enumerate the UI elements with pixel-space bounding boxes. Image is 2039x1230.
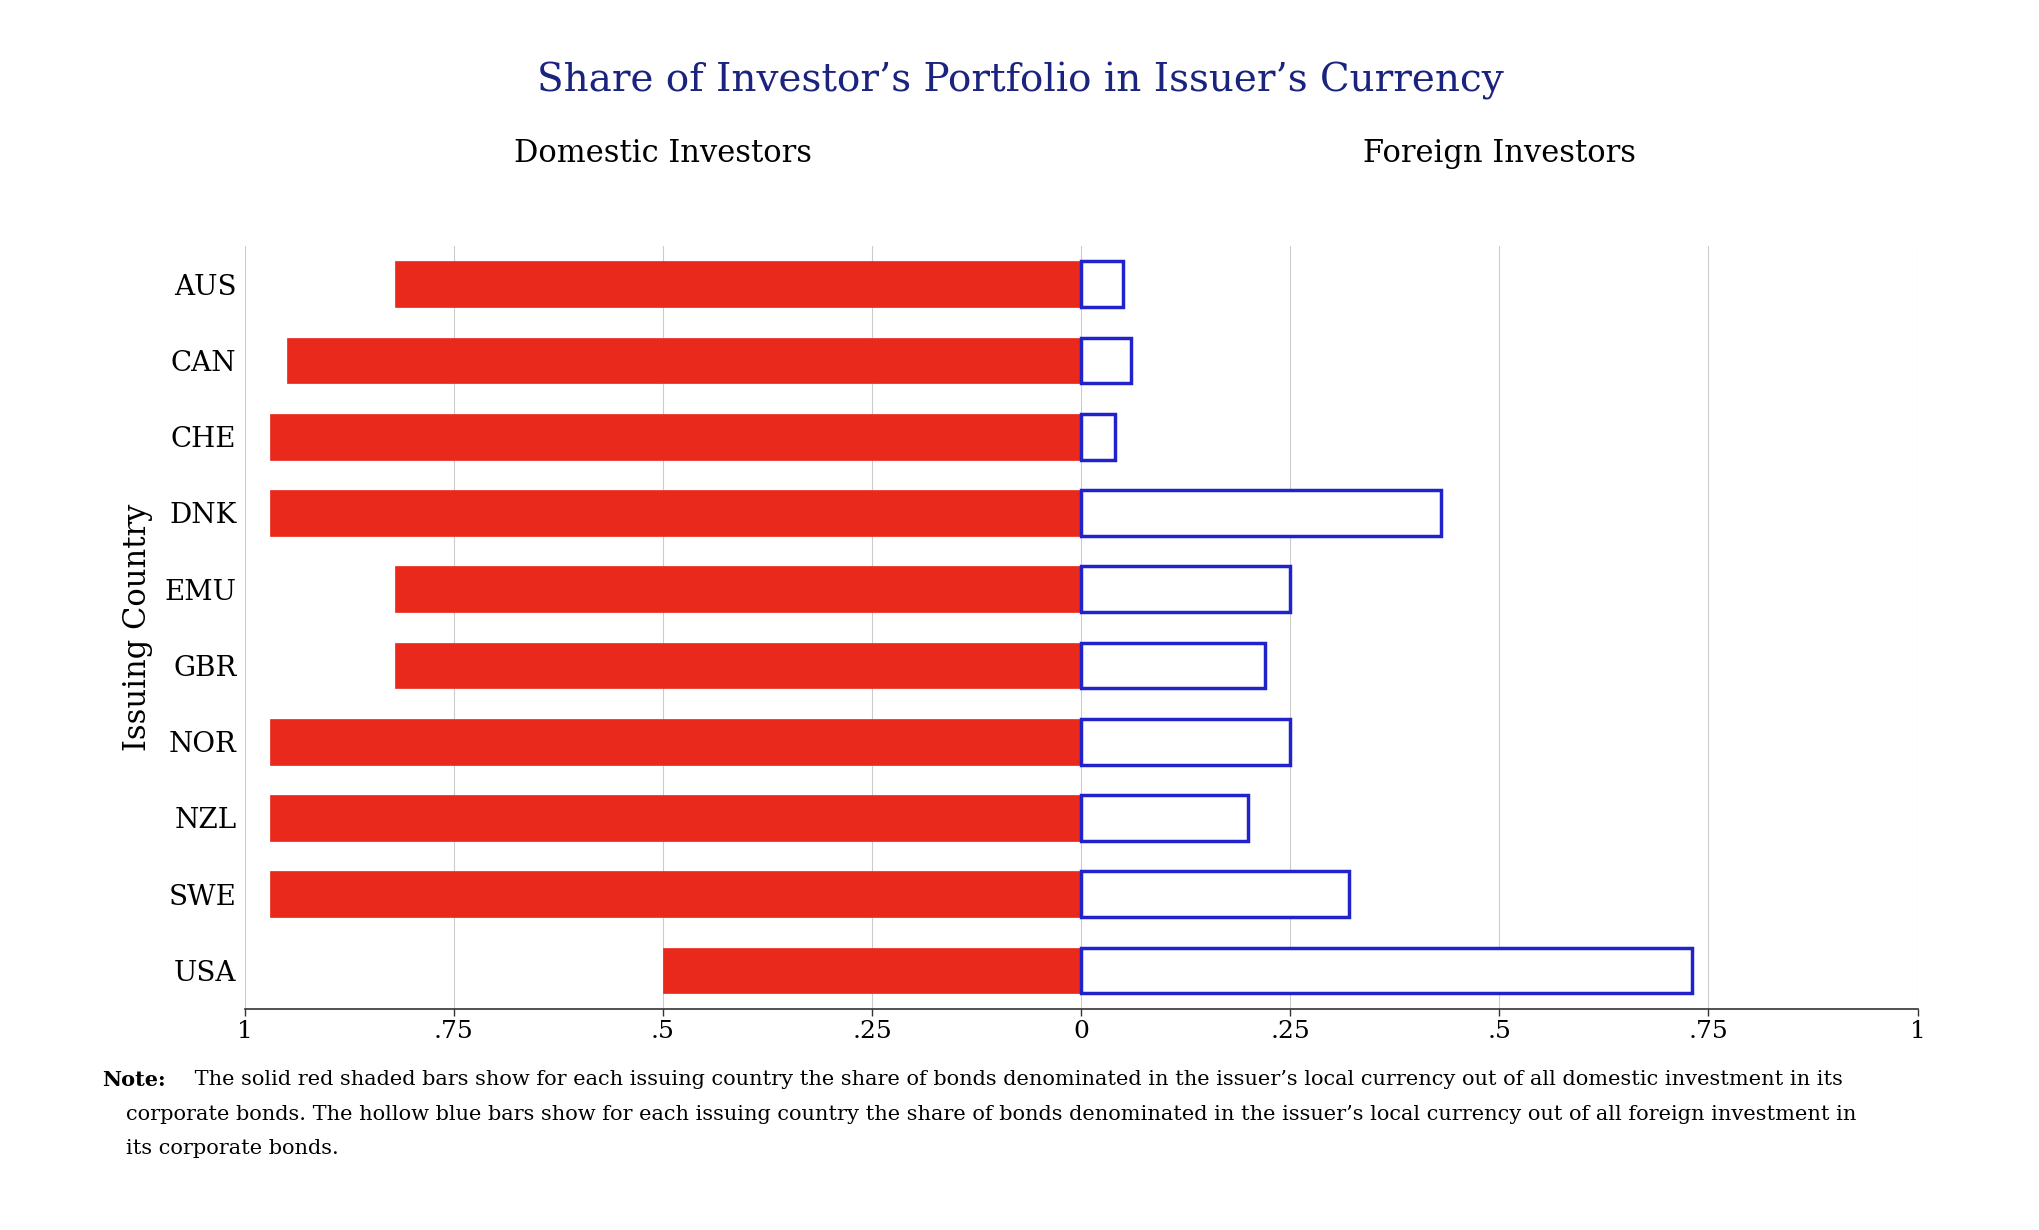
Bar [1081,642,1264,689]
Bar [1081,566,1289,613]
Bar [1081,718,1289,765]
Text: Note:: Note: [102,1070,165,1090]
Bar [269,490,1081,536]
Bar [1081,871,1348,918]
Bar [396,261,1081,308]
Bar [269,413,1081,460]
Bar [287,337,1081,384]
Bar [1081,261,1121,308]
Bar [1081,413,1113,460]
Bar [396,566,1081,613]
Y-axis label: Issuing Country: Issuing Country [122,503,153,752]
Text: corporate bonds. The hollow blue bars show for each issuing country the share of: corporate bonds. The hollow blue bars sh… [126,1105,1855,1123]
Text: Foreign Investors: Foreign Investors [1362,138,1635,170]
Text: Share of Investor’s Portfolio in Issuer’s Currency: Share of Investor’s Portfolio in Issuer’… [536,62,1503,100]
Bar [1081,795,1248,841]
Bar [269,871,1081,918]
Bar [1081,337,1132,384]
Bar [1081,947,1690,994]
Bar [396,642,1081,689]
Bar [1081,490,1440,536]
Bar [269,795,1081,841]
Bar [663,947,1081,994]
Bar [269,718,1081,765]
Text: The solid red shaded bars show for each issuing country the share of bonds denom: The solid red shaded bars show for each … [188,1070,1841,1089]
Text: its corporate bonds.: its corporate bonds. [126,1139,338,1157]
Text: Domestic Investors: Domestic Investors [514,138,812,170]
